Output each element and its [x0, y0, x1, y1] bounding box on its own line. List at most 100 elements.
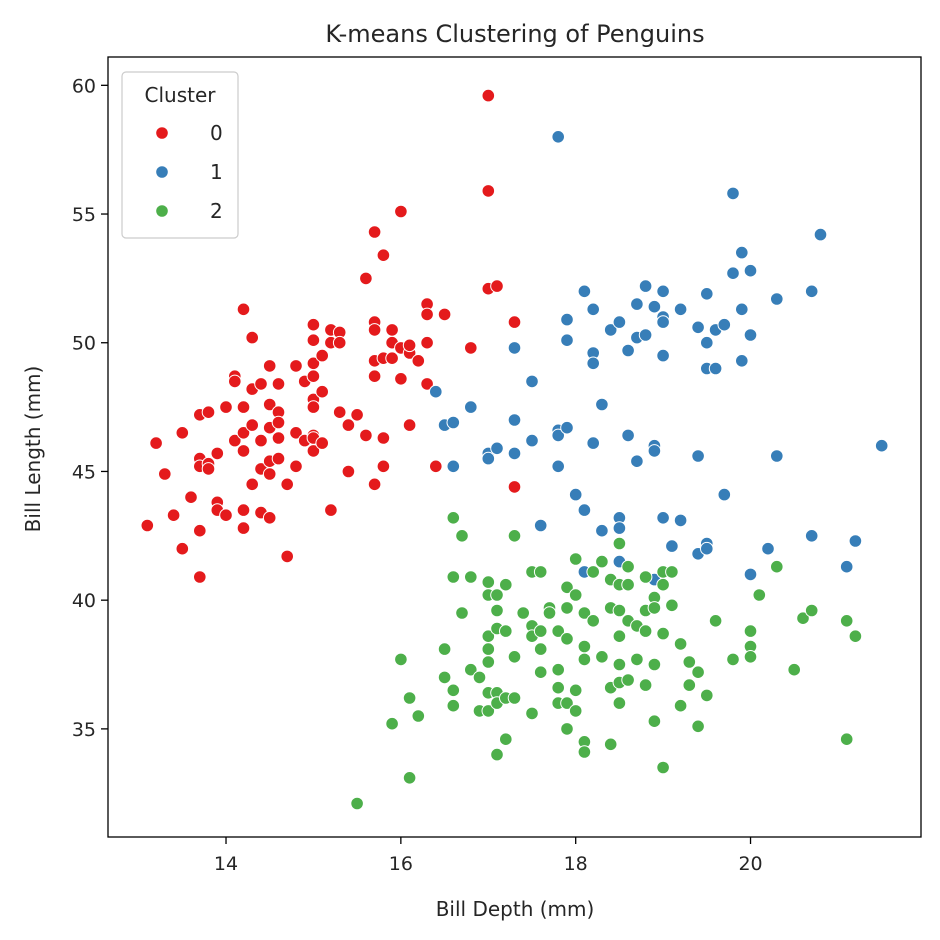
data-point-cluster-2 — [726, 652, 740, 667]
plot-area-frame — [107, 56, 922, 838]
data-point-cluster-0 — [254, 433, 268, 448]
data-point-cluster-0 — [262, 359, 277, 373]
data-point-cluster-0 — [193, 570, 207, 584]
data-point-cluster-0 — [324, 503, 338, 517]
data-point-cluster-0 — [420, 335, 434, 350]
data-point-cluster-2 — [560, 601, 574, 615]
data-point-cluster-0 — [184, 490, 198, 505]
data-point-cluster-0 — [394, 204, 408, 219]
points-layer — [140, 88, 889, 811]
data-point-cluster-2 — [402, 771, 417, 785]
y-axis-label: Bill Length (mm) — [21, 366, 45, 533]
data-point-cluster-0 — [481, 88, 496, 103]
data-point-cluster-0 — [201, 405, 216, 420]
data-point-cluster-2 — [507, 529, 522, 543]
data-point-cluster-1 — [551, 130, 566, 144]
data-point-cluster-0 — [289, 426, 303, 440]
data-point-cluster-2 — [568, 683, 583, 698]
data-point-cluster-0 — [385, 323, 399, 337]
data-point-cluster-2 — [481, 655, 496, 669]
data-point-cluster-2 — [481, 642, 496, 656]
data-point-cluster-1 — [735, 245, 749, 260]
data-point-cluster-1 — [551, 459, 566, 474]
data-point-cluster-2 — [481, 575, 496, 589]
data-point-cluster-2 — [848, 629, 863, 644]
data-point-cluster-2 — [499, 732, 513, 747]
data-point-cluster-2 — [499, 577, 513, 592]
data-point-cluster-0 — [228, 374, 242, 389]
data-point-cluster-1 — [612, 315, 627, 329]
data-point-cluster-0 — [254, 377, 268, 391]
data-point-cluster-0 — [402, 418, 417, 432]
data-point-cluster-1 — [647, 444, 662, 458]
data-point-cluster-1 — [560, 312, 574, 327]
data-point-cluster-0 — [245, 477, 259, 492]
data-point-cluster-2 — [796, 611, 810, 626]
data-point-cluster-1 — [560, 333, 574, 348]
data-point-cluster-2 — [499, 624, 513, 638]
data-point-cluster-0 — [306, 333, 321, 348]
data-point-cluster-0 — [420, 307, 434, 322]
data-point-cluster-2 — [481, 704, 496, 718]
data-point-cluster-2 — [350, 796, 364, 811]
data-point-cluster-1 — [429, 384, 443, 399]
data-point-cluster-1 — [743, 328, 758, 342]
data-point-cluster-2 — [603, 737, 618, 752]
data-point-cluster-0 — [236, 302, 251, 317]
data-point-cluster-2 — [586, 614, 601, 628]
data-point-cluster-0 — [201, 462, 216, 476]
data-point-cluster-1 — [490, 441, 504, 456]
data-point-cluster-1 — [761, 541, 775, 556]
data-point-cluster-2 — [682, 655, 697, 669]
data-point-cluster-2 — [673, 698, 688, 713]
data-point-cluster-2 — [752, 588, 767, 602]
y-tick-label: 60 — [72, 75, 96, 97]
data-point-cluster-2 — [411, 709, 426, 723]
data-point-cluster-1 — [700, 541, 714, 556]
data-point-cluster-1 — [464, 400, 478, 414]
data-point-cluster-2 — [595, 554, 609, 569]
data-point-cluster-0 — [315, 436, 330, 450]
legend-box — [121, 71, 239, 239]
data-point-cluster-1 — [586, 356, 601, 371]
data-point-cluster-0 — [490, 279, 504, 293]
data-point-cluster-1 — [813, 227, 828, 242]
data-point-cluster-1 — [691, 320, 705, 335]
data-point-cluster-1 — [700, 287, 714, 301]
data-point-cluster-0 — [245, 418, 259, 432]
data-point-cluster-2 — [673, 637, 688, 651]
data-point-cluster-2 — [560, 580, 574, 595]
data-point-cluster-0 — [245, 330, 259, 345]
data-point-cluster-2 — [638, 624, 653, 638]
data-point-cluster-2 — [560, 632, 574, 646]
legend-marker-1 — [155, 165, 169, 179]
data-point-cluster-2 — [656, 577, 670, 592]
data-point-cluster-2 — [437, 670, 452, 685]
data-point-cluster-2 — [612, 603, 627, 618]
data-point-cluster-0 — [420, 377, 434, 391]
data-point-cluster-2 — [770, 559, 784, 574]
data-point-cluster-2 — [612, 657, 627, 672]
data-point-cluster-1 — [691, 449, 705, 463]
data-point-cluster-2 — [533, 665, 548, 680]
data-point-cluster-2 — [568, 704, 583, 718]
data-point-cluster-0 — [262, 467, 277, 481]
data-point-cluster-0 — [306, 369, 321, 384]
data-point-cluster-0 — [175, 541, 190, 556]
data-point-cluster-1 — [612, 521, 627, 535]
data-point-cluster-2 — [743, 624, 758, 638]
data-point-cluster-2 — [621, 559, 635, 574]
data-point-cluster-1 — [533, 518, 548, 533]
data-point-cluster-0 — [210, 446, 225, 461]
data-point-cluster-0 — [289, 359, 303, 373]
data-point-cluster-2 — [516, 606, 531, 620]
data-point-cluster-1 — [525, 433, 539, 448]
data-point-cluster-2 — [656, 760, 670, 775]
x-tick-label: 20 — [738, 853, 762, 875]
data-point-cluster-2 — [577, 606, 592, 620]
data-point-cluster-1 — [717, 317, 732, 332]
data-point-cluster-1 — [700, 335, 714, 350]
data-point-cluster-2 — [490, 603, 504, 618]
data-point-cluster-2 — [804, 603, 819, 618]
